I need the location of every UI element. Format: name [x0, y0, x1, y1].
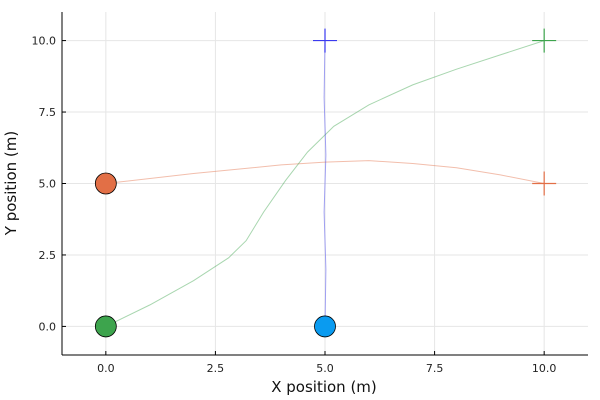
y-tick-label: 0.0: [39, 320, 57, 333]
y-tick-label: 5.0: [39, 178, 57, 191]
x-axis-label: X position (m): [271, 378, 377, 396]
start-marker-2: [94, 315, 117, 338]
y-axis-label: Y position (m): [2, 131, 20, 236]
x-tick-label: 0.0: [97, 362, 115, 375]
x-tick-label: 2.5: [207, 362, 225, 375]
y-tick-label: 2.5: [39, 249, 57, 262]
position-markers: [94, 28, 557, 338]
start-marker-3: [314, 315, 336, 338]
y-tick-label: 10.0: [32, 35, 57, 48]
trajectory-path-1: [105, 160, 545, 184]
trajectory-path-3: [323, 40, 327, 327]
y-tick-label: 7.5: [39, 106, 57, 119]
x-tick-label: 7.5: [426, 362, 444, 375]
trajectory-path-2: [105, 40, 545, 327]
axes: 0.0 2.5 5.0 7.5 10.0 0.0 2.5 5.0 7.5 10.0: [32, 12, 588, 375]
start-marker-1: [94, 172, 117, 195]
x-tick-label: 10.0: [532, 362, 557, 375]
x-tick-label: 5.0: [316, 362, 334, 375]
trajectory-paths: [105, 40, 545, 327]
